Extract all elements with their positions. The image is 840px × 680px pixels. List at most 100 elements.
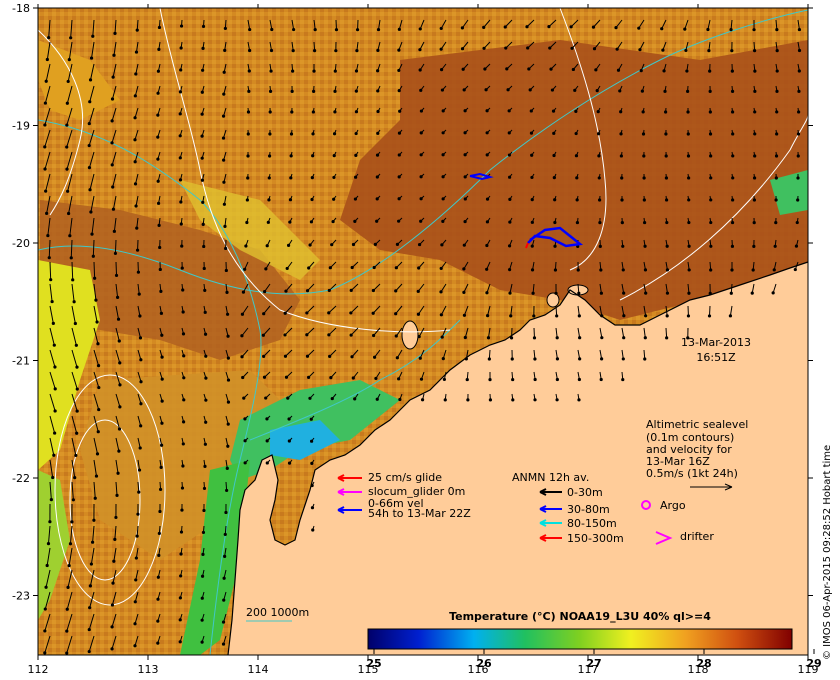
velocity-vector-head (110, 603, 115, 607)
velocity-vector-head (354, 110, 359, 114)
velocity-vector-head (178, 90, 183, 94)
velocity-vector-head (45, 211, 49, 215)
velocity-vector-head (224, 246, 228, 251)
velocity-vector-head (117, 449, 121, 453)
velocity-vector-head (334, 49, 338, 53)
velocity-vector (137, 415, 142, 426)
velocity-vector-head (96, 430, 100, 434)
velocity-vector-head (797, 110, 801, 114)
velocity-vector-head (156, 575, 160, 579)
velocity-vector (70, 19, 73, 38)
velocity-vector-head (222, 576, 226, 580)
velocity-vector-head (466, 398, 470, 402)
velocity-vector-head (795, 220, 799, 225)
velocity-vector-head (157, 531, 161, 536)
velocity-vector (115, 305, 120, 320)
velocity-vector (115, 327, 120, 342)
velocity-vector-head (242, 396, 246, 400)
velocity-vector-head (577, 314, 581, 318)
velocity-vector-head (222, 202, 226, 206)
velocity-vector-head (686, 132, 690, 136)
velocity-vector (113, 217, 117, 232)
colorbar-gradient (367, 628, 793, 650)
velocity-vector-head (638, 48, 642, 52)
velocity-vector-head (95, 452, 100, 456)
sst-cyan-coast (270, 420, 340, 460)
velocity-vector-head (226, 378, 231, 382)
velocity-vector-head (160, 377, 164, 381)
velocity-vector-head (375, 153, 380, 157)
velocity-vector-head (708, 110, 712, 114)
velocity-vector-head (533, 398, 537, 402)
velocity-vector-head (179, 200, 183, 204)
velocity-vector-head (221, 620, 226, 624)
velocity-vector-head (226, 356, 230, 360)
velocity-vector (66, 129, 73, 148)
velocity-vector (113, 41, 117, 56)
velocity-vector-head (462, 313, 467, 317)
velocity-vector-head (44, 585, 48, 589)
velocity-vector-head (709, 268, 713, 272)
velocity-vector-head (419, 377, 424, 381)
velocity-vector (115, 481, 118, 496)
velocity-vector-head (43, 145, 47, 149)
velocity-vector (66, 151, 73, 170)
velocity-vector-head (332, 153, 336, 158)
velocity-vector-head (65, 101, 69, 105)
velocity-vector (665, 305, 668, 316)
velocity-vector (71, 283, 75, 302)
velocity-vector-head (89, 562, 93, 566)
velocity-vector-head (222, 70, 226, 74)
velocity-vector-head (708, 291, 712, 295)
velocity-vector-head (730, 69, 734, 73)
velocity-vector-head (418, 68, 422, 72)
velocity-vector (593, 19, 601, 28)
velocity-vector-head (397, 197, 401, 201)
velocity-vector-head (246, 154, 250, 158)
colorbar-tick-label: 26 (476, 657, 492, 670)
velocity-vector (570, 19, 579, 28)
velocity-vector-head (65, 607, 69, 611)
velocity-vector-head (420, 398, 425, 402)
velocity-vector (115, 371, 121, 385)
velocity-vector (71, 437, 77, 456)
velocity-vector-head (570, 46, 574, 50)
velocity-vector-head (371, 288, 375, 293)
velocity-vector-head (156, 113, 160, 117)
velocity-vector (93, 283, 97, 301)
velocity-vector-head (68, 542, 73, 546)
velocity-vector-head (643, 220, 647, 225)
anmn-legend: ANMN 12h av. 0-30m 30-80m 80-150m 150-30… (512, 471, 624, 545)
velocity-vector-head (158, 267, 162, 272)
velocity-vector (66, 635, 73, 654)
velocity-vector (137, 437, 141, 449)
velocity-vector-head (752, 28, 756, 32)
velocity-vector-head (577, 377, 581, 382)
velocity-vector-head (707, 314, 712, 318)
velocity-vector (114, 19, 117, 34)
velocity-vector-head (287, 417, 291, 421)
velocity-vector (137, 481, 140, 493)
velocity-vector-head (483, 67, 487, 71)
velocity-vector-head (112, 559, 116, 563)
velocity-vector-head (533, 357, 537, 361)
velocity-vector (135, 195, 139, 207)
date-line-1: 13-Mar-2013 (681, 336, 751, 349)
velocity-vector-head (222, 180, 226, 184)
velocity-vector-head (660, 27, 664, 31)
velocity-vector-head (66, 585, 70, 589)
velocity-vector-head (575, 176, 579, 180)
velocity-vector-head (332, 132, 337, 136)
velocity-vector-head (69, 256, 73, 260)
velocity-vector-head (349, 288, 353, 292)
velocity-vector-head (665, 291, 670, 295)
velocity-vector-head (353, 397, 357, 401)
velocity-vector-head (327, 333, 331, 337)
velocity-vector (71, 415, 78, 434)
velocity-vector-head (222, 92, 226, 96)
velocity-vector-head (289, 154, 293, 158)
velocity-vector (93, 437, 98, 454)
velocity-vector-head (178, 134, 182, 138)
velocity-vector (372, 305, 381, 314)
velocity-vector (621, 305, 625, 316)
